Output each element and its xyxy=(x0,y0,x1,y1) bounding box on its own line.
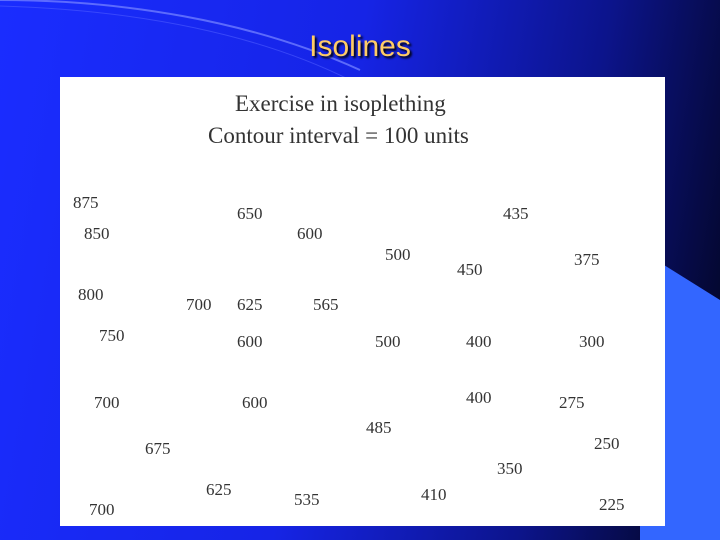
value-label: 700 xyxy=(186,295,212,314)
value-label: 850 xyxy=(84,224,110,243)
value-label: 500 xyxy=(375,332,401,351)
value-label: 400 xyxy=(466,332,492,351)
value-label: 300 xyxy=(579,332,605,351)
value-label: 625 xyxy=(206,480,232,499)
value-label: 500 xyxy=(385,245,411,264)
figure-subheading: Contour interval = 100 units xyxy=(208,123,469,148)
value-label: 350 xyxy=(497,459,523,478)
value-label: 700 xyxy=(89,500,115,519)
value-label: 750 xyxy=(99,326,125,345)
value-label: 275 xyxy=(559,393,585,412)
value-label: 600 xyxy=(237,332,263,351)
value-label: 625 xyxy=(237,295,263,314)
figure-heading: Exercise in isoplething xyxy=(235,91,446,116)
value-label: 450 xyxy=(457,260,483,279)
value-label: 875 xyxy=(73,193,99,212)
value-label: 675 xyxy=(145,439,171,458)
value-label: 535 xyxy=(294,490,320,509)
value-label: 485 xyxy=(366,418,392,437)
value-label: 565 xyxy=(313,295,339,314)
value-label: 435 xyxy=(503,204,529,223)
isopleth-figure: Exercise in isoplething Contour interval… xyxy=(60,77,665,526)
value-label: 600 xyxy=(297,224,323,243)
value-label: 600 xyxy=(242,393,268,412)
value-label: 375 xyxy=(574,250,600,269)
slide-title: Isolines xyxy=(309,30,411,63)
value-label: 800 xyxy=(78,285,104,304)
value-label: 650 xyxy=(237,204,263,223)
value-label: 410 xyxy=(421,485,447,504)
value-label: 700 xyxy=(94,393,120,412)
value-label: 250 xyxy=(594,434,620,453)
value-label: 400 xyxy=(466,388,492,407)
value-label: 225 xyxy=(599,495,625,514)
